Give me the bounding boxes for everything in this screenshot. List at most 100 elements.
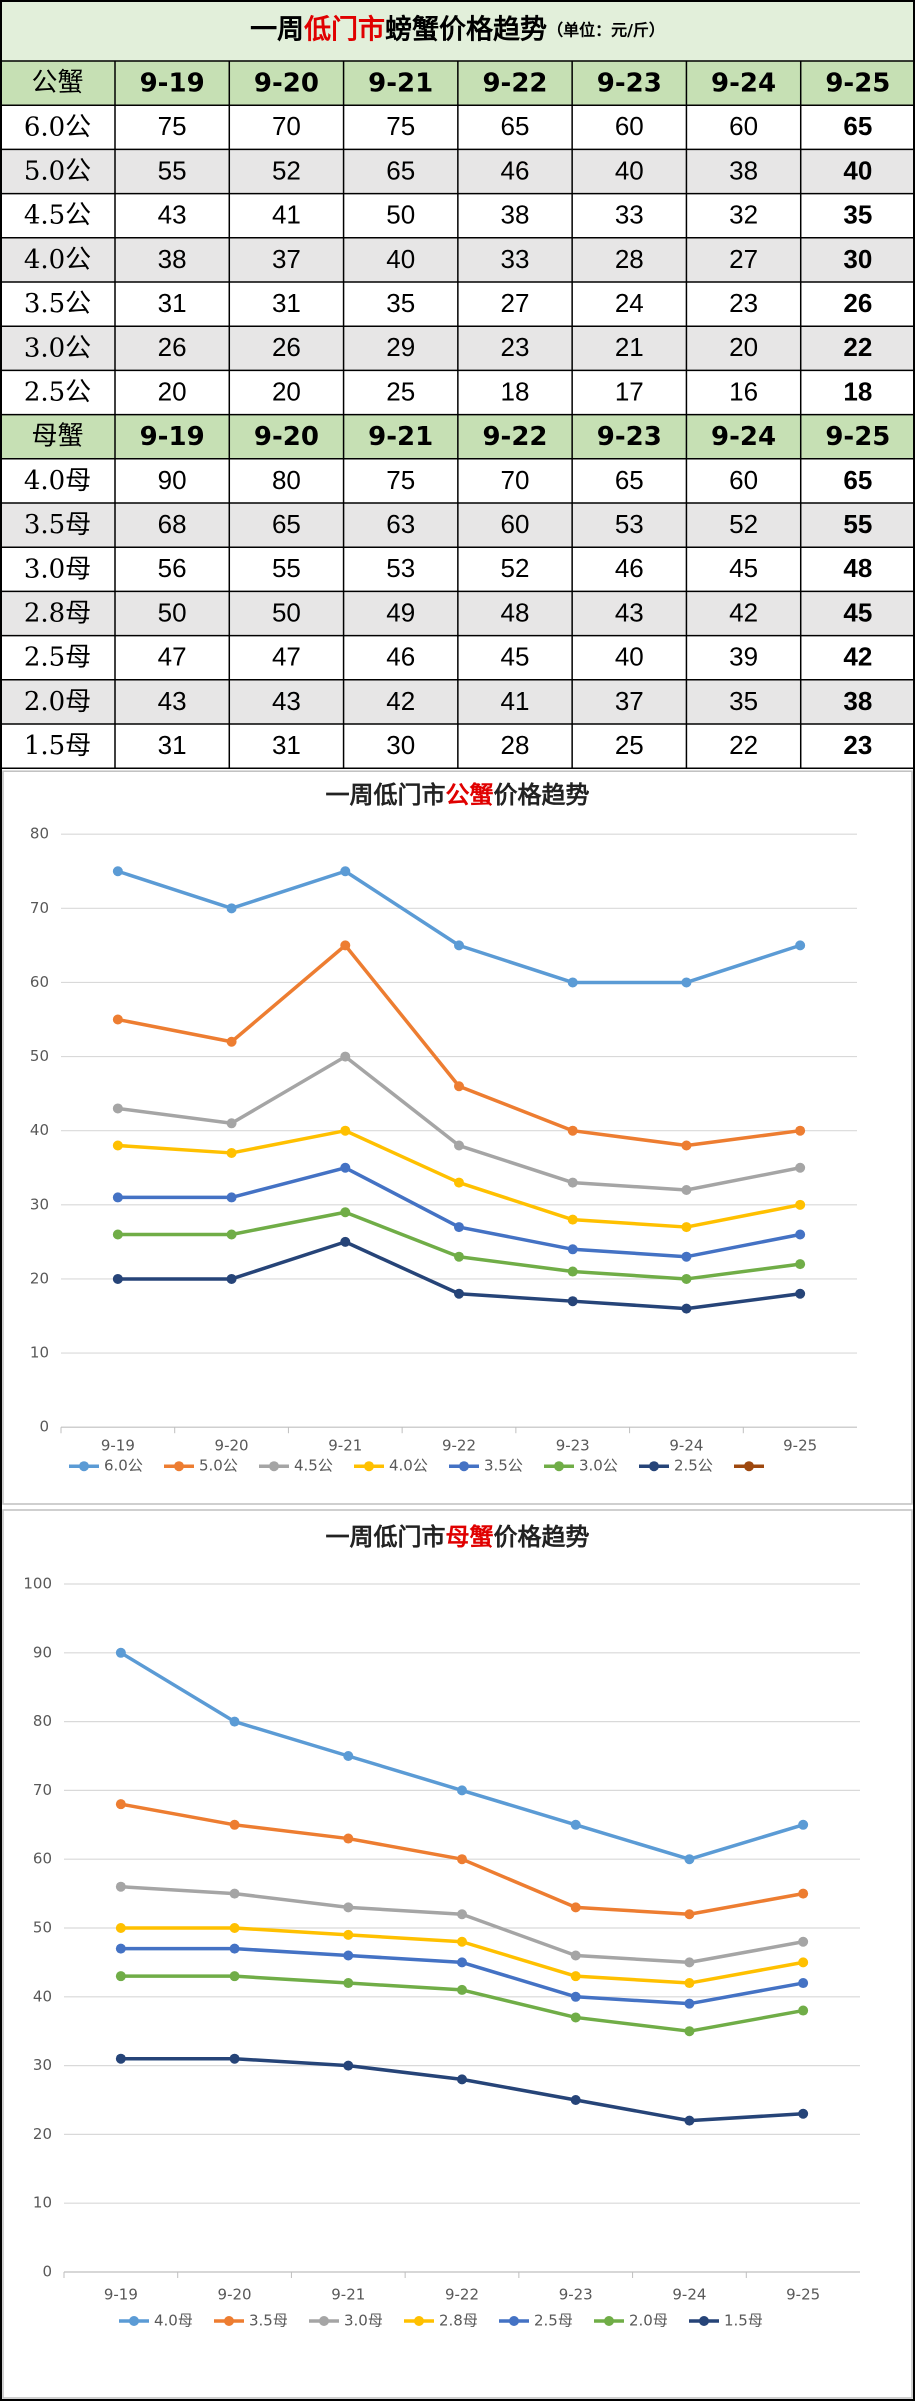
data-point (454, 1081, 464, 1092)
data-point (454, 940, 464, 951)
table-cell: 28 (615, 244, 644, 274)
data-point (457, 2074, 467, 2085)
header-cell: 9-25 (825, 422, 890, 452)
legend-label: 5.0公 (199, 1457, 238, 1475)
legend-marker (174, 1461, 184, 1472)
chart-title-part: 价格趋势 (494, 1522, 590, 1551)
x-tick-label: 9-19 (104, 2286, 138, 2304)
table-cell: 3.5母 (24, 510, 91, 540)
data-point (340, 1125, 351, 1136)
table-cell: 22 (843, 332, 872, 362)
table-cell: 31 (158, 288, 187, 318)
legend-marker (319, 2316, 329, 2326)
data-point (229, 1819, 240, 1830)
table-cell: 70 (501, 465, 530, 495)
table-cell: 23 (501, 332, 530, 362)
table-cell: 60 (729, 111, 758, 141)
legend-marker (509, 2316, 519, 2326)
data-point (684, 2115, 695, 2126)
table-cell: 46 (501, 155, 530, 185)
table-cell: 42 (386, 686, 415, 716)
header-cell: 9-25 (825, 69, 890, 99)
data-point (684, 1909, 695, 1920)
table-cell: 20 (729, 332, 758, 362)
y-tick-label: 10 (33, 2194, 52, 2212)
table-cell: 75 (158, 111, 187, 141)
chart-frame (2, 770, 913, 1505)
chart-title-part: 价格趋势 (494, 780, 590, 809)
table-cell: 2.5母 (24, 643, 91, 673)
data-point (343, 1833, 354, 1844)
legend-marker (459, 1461, 469, 1472)
data-point (457, 1936, 467, 1947)
data-point (684, 1978, 695, 1989)
data-point (795, 1288, 806, 1299)
data-point (226, 1118, 237, 1129)
table-cell: 80 (272, 465, 301, 495)
table-cell: 4.5公 (24, 201, 91, 231)
data-point (454, 1251, 464, 1262)
data-point (681, 1303, 692, 1314)
data-point (343, 1902, 354, 1913)
x-tick-label: 9-25 (783, 1437, 817, 1455)
y-tick-label: 20 (33, 2125, 52, 2143)
table-cell: 23 (729, 288, 758, 318)
table-cell: 24 (615, 288, 644, 318)
table-cell: 39 (729, 642, 758, 672)
data-point (112, 1140, 123, 1151)
table-cell: 53 (615, 509, 644, 539)
data-point (570, 2012, 581, 2023)
table-cell: 33 (501, 244, 530, 274)
legend-label: 3.5公 (484, 1457, 523, 1475)
header-cell: 9-19 (140, 422, 205, 452)
table-cell: 60 (501, 509, 530, 539)
table-cell: 48 (843, 553, 872, 583)
y-tick-label: 0 (42, 2263, 52, 2281)
legend-marker (224, 2316, 234, 2326)
y-tick-label: 70 (33, 1781, 52, 1799)
y-tick-label: 60 (33, 1850, 52, 1868)
y-tick-label: 30 (30, 1195, 49, 1213)
data-point (798, 1936, 809, 1947)
legend-marker (604, 2316, 614, 2326)
table-cell: 65 (843, 111, 872, 141)
data-point (454, 1140, 464, 1151)
y-tick-label: 80 (33, 1712, 52, 1730)
table-cell: 45 (843, 597, 872, 627)
table-cell: 37 (272, 244, 301, 274)
table-cell: 4.0母 (24, 466, 91, 496)
table-cell: 52 (501, 553, 530, 583)
table-cell: 38 (158, 244, 187, 274)
table-cell: 41 (272, 200, 301, 230)
header-cell: 公蟹 (31, 68, 83, 98)
table-cell: 18 (843, 376, 872, 406)
y-tick-label: 40 (30, 1121, 49, 1139)
table-cell: 2.5公 (24, 378, 91, 408)
x-tick-label: 9-23 (559, 2286, 593, 2304)
header-cell: 9-22 (482, 69, 547, 99)
data-point (567, 1266, 578, 1277)
data-point (343, 1950, 354, 1961)
data-point (112, 1229, 123, 1240)
legend-marker (744, 1461, 754, 1472)
data-point (681, 1185, 692, 1195)
data-point (684, 1957, 695, 1968)
table-cell: 23 (843, 730, 872, 760)
legend-label: 3.0母 (344, 2312, 383, 2330)
data-point (112, 1103, 123, 1114)
chart-title: 一周低门市公蟹价格趋势 (326, 780, 590, 809)
table-cell: 3.0公 (24, 333, 91, 363)
table-cell: 1.5母 (24, 731, 91, 761)
table-cell: 42 (729, 597, 758, 627)
data-point (115, 1943, 126, 1954)
table-cell: 25 (615, 730, 644, 760)
y-tick-label: 50 (33, 1919, 52, 1937)
data-point (570, 2095, 581, 2105)
legend-label: 2.5公 (674, 1457, 713, 1475)
table-cell: 47 (272, 642, 301, 672)
data-point (570, 1991, 581, 2002)
data-point (798, 2005, 809, 2016)
data-point (457, 1909, 467, 1920)
legend-label: 2.0母 (629, 2312, 668, 2330)
